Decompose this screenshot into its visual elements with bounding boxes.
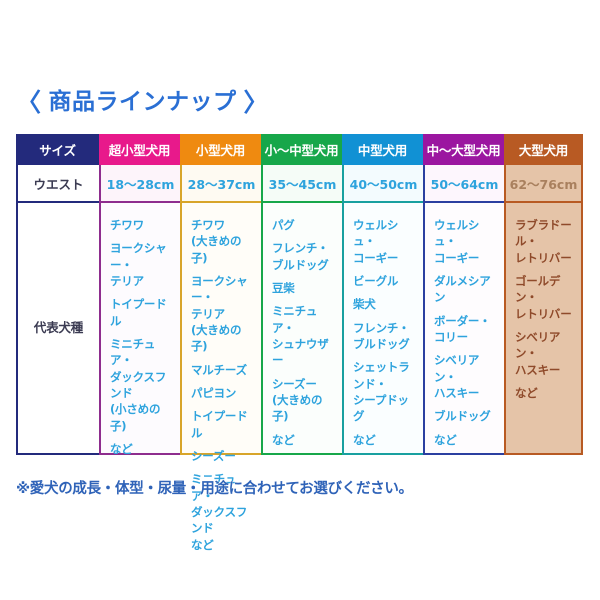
breed-item: など: [515, 385, 538, 400]
breed-item: トイプードル: [110, 297, 167, 328]
table-header-row: サイズ 超小型犬用 小型犬用 小〜中型犬用 中型犬用 中〜大型犬用 大型犬用: [16, 134, 583, 165]
footnote-text: ※愛犬の成長・体型・尿量・用途に合わせてお選びください。: [16, 481, 414, 498]
breed-item: シベリアン・ ハスキー: [434, 353, 480, 400]
breed-item: フレンチ・ ブルドッグ: [272, 241, 329, 272]
breed-item: マルチーズ: [191, 362, 247, 377]
column-header-ultra-small: 超小型犬用: [99, 134, 180, 165]
breeds-cell-small-medium: パグフレンチ・ ブルドッグ豆柴ミニチュア・ シュナウザーシーズー (大きめの子)…: [261, 203, 342, 455]
waist-cell-large: 62〜76cm: [504, 165, 583, 203]
breed-item: ブルドッグ: [434, 409, 491, 424]
breed-item: ビーグル: [353, 273, 399, 288]
column-header-large: 大型犬用: [504, 134, 583, 165]
waist-cell-ultra-small: 18〜28cm: [99, 165, 180, 203]
table-waist-row: ウエスト 18〜28cm 28〜37cm 35〜45cm 40〜50cm 50〜64cm 6…: [16, 165, 583, 203]
column-header-medium: 中型犬用: [342, 134, 423, 165]
breeds-cell-small: チワワ (大きめの子) ヨークシャー・ テリア (大きめの子) マルチーズパピヨント…: [180, 203, 261, 552]
breed-item: パピヨン: [191, 385, 237, 400]
breed-item: ヨークシャー・ テリア: [110, 241, 167, 288]
column-header-small-medium: 小〜中型犬用: [261, 134, 342, 165]
column-header-small: 小型犬用: [180, 134, 261, 165]
breed-item: など: [353, 432, 376, 447]
breed-item: シベリアン・ ハスキー: [515, 329, 561, 377]
breed-item: チワワ: [110, 218, 144, 232]
breed-item: など: [272, 432, 295, 447]
breed-item: ミニチュア・ ダックスフンド など: [191, 472, 248, 552]
breed-item: ボーダー・ コリー: [434, 313, 491, 344]
breed-item: ヨークシャー・ テリア (大きめの子): [191, 273, 248, 354]
breed-item: シーズー (大きめの子): [272, 376, 323, 424]
breeds-cell-medium: ウェルシュ・ コーギービーグル柴犬フレンチ・ ブルドッグシェットランド・ シープ…: [342, 203, 423, 455]
page-title: 〈 商品ラインナップ 〉: [16, 86, 269, 118]
breed-item: トイプードル: [191, 409, 248, 440]
size-chart-table: サイズ 超小型犬用 小型犬用 小〜中型犬用 中型犬用 中〜大型犬用 大型犬用 ウエスト 18〜…: [16, 134, 583, 552]
breed-item: ウェルシュ・ コーギー: [353, 218, 399, 265]
breed-item: ゴールデン・ レトリバー: [515, 273, 572, 321]
table-breeds-row: 代表犬種 チワワ ヨークシャー・ テリア トイプードル ミニチュア・ ダックスフンド (…: [16, 203, 583, 552]
breeds-cell-large: ラブラドール・ レトリバー ゴールデン・ レトリバー シベリアン・ ハスキーなど: [504, 203, 583, 455]
column-header-size: サイズ: [16, 134, 99, 165]
breed-item: チワワ (大きめの子): [191, 218, 242, 265]
page-title-text: 商品ラインナップ: [48, 88, 237, 115]
breed-item: フレンチ・ ブルドッグ: [353, 320, 410, 351]
breed-item: ラブラドール・ レトリバー: [515, 218, 572, 265]
breed-item: シーズー: [191, 448, 236, 463]
breeds-cell-medium-large: ウェルシュ・ コーギーダルメシアン ボーダー・ コリーシベリアン・ ハスキーブルド…: [423, 203, 504, 455]
breed-item: パグ: [272, 218, 295, 232]
title-left-brace-icon: 〈: [16, 87, 42, 117]
waist-cell-medium: 40〜50cm: [342, 165, 423, 203]
breed-item: ウェルシュ・ コーギー: [434, 218, 480, 265]
breed-item: ダルメシアン: [434, 273, 491, 305]
column-header-medium-large: 中〜大型犬用: [423, 134, 504, 165]
breed-item: ミニチュア・ シュナウザー: [272, 304, 329, 368]
breed-item: ミニチュア・ ダックスフンド (小さめの子): [110, 336, 167, 433]
waist-cell-small: 28〜37cm: [180, 165, 261, 203]
waist-cell-medium-large: 50〜64cm: [423, 165, 504, 203]
breed-item: 豆柴: [272, 280, 295, 295]
title-right-brace-icon: 〉: [243, 87, 270, 117]
waist-cell-small-medium: 35〜45cm: [261, 165, 342, 203]
breeds-cell-ultra-small: チワワヨークシャー・ テリアトイプードルミニチュア・ ダックスフンド (小さめの…: [99, 203, 180, 456]
breed-item: など: [110, 441, 133, 456]
waist-cell-size: ウエスト: [16, 165, 99, 203]
breed-item: 柴犬: [353, 297, 376, 312]
breed-item: シェットランド・ シープドッグ: [353, 360, 410, 424]
breed-item: など: [434, 432, 457, 447]
row-label-breeds: 代表犬種: [16, 203, 99, 455]
